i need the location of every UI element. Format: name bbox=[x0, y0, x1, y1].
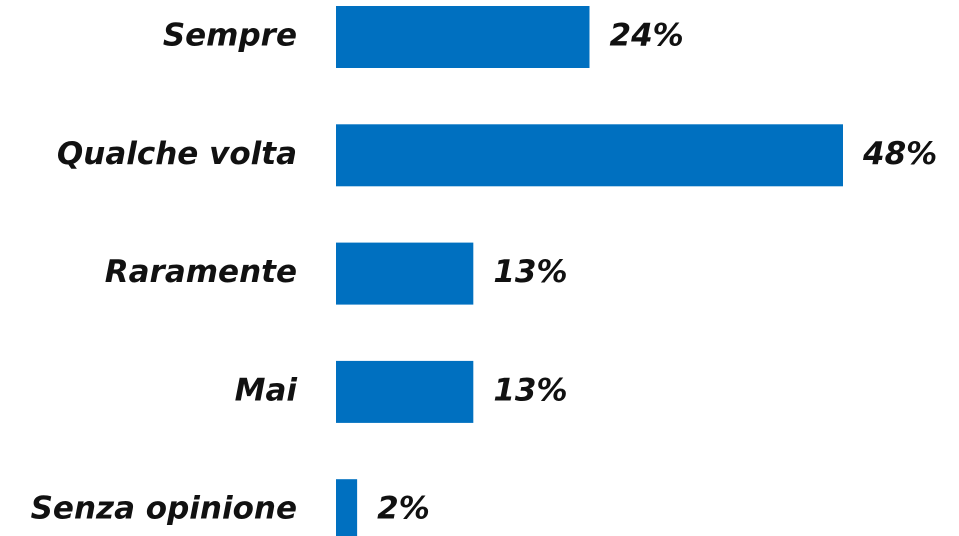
bar bbox=[336, 242, 474, 305]
bar bbox=[336, 360, 474, 423]
bar bbox=[336, 124, 843, 187]
value-label: 13% bbox=[493, 372, 567, 408]
bar bbox=[336, 6, 590, 68]
value-label: 2% bbox=[377, 491, 430, 527]
category-label: Raramente bbox=[105, 254, 297, 290]
category-label: Sempre bbox=[163, 18, 297, 54]
value-label: 24% bbox=[610, 18, 684, 54]
category-label: Senza opinione bbox=[31, 491, 297, 527]
value-label: 13% bbox=[493, 254, 567, 290]
category-label: Mai bbox=[235, 372, 298, 408]
value-label: 48% bbox=[862, 136, 937, 172]
category-label: Qualche volta bbox=[57, 136, 297, 172]
bar bbox=[336, 479, 358, 536]
